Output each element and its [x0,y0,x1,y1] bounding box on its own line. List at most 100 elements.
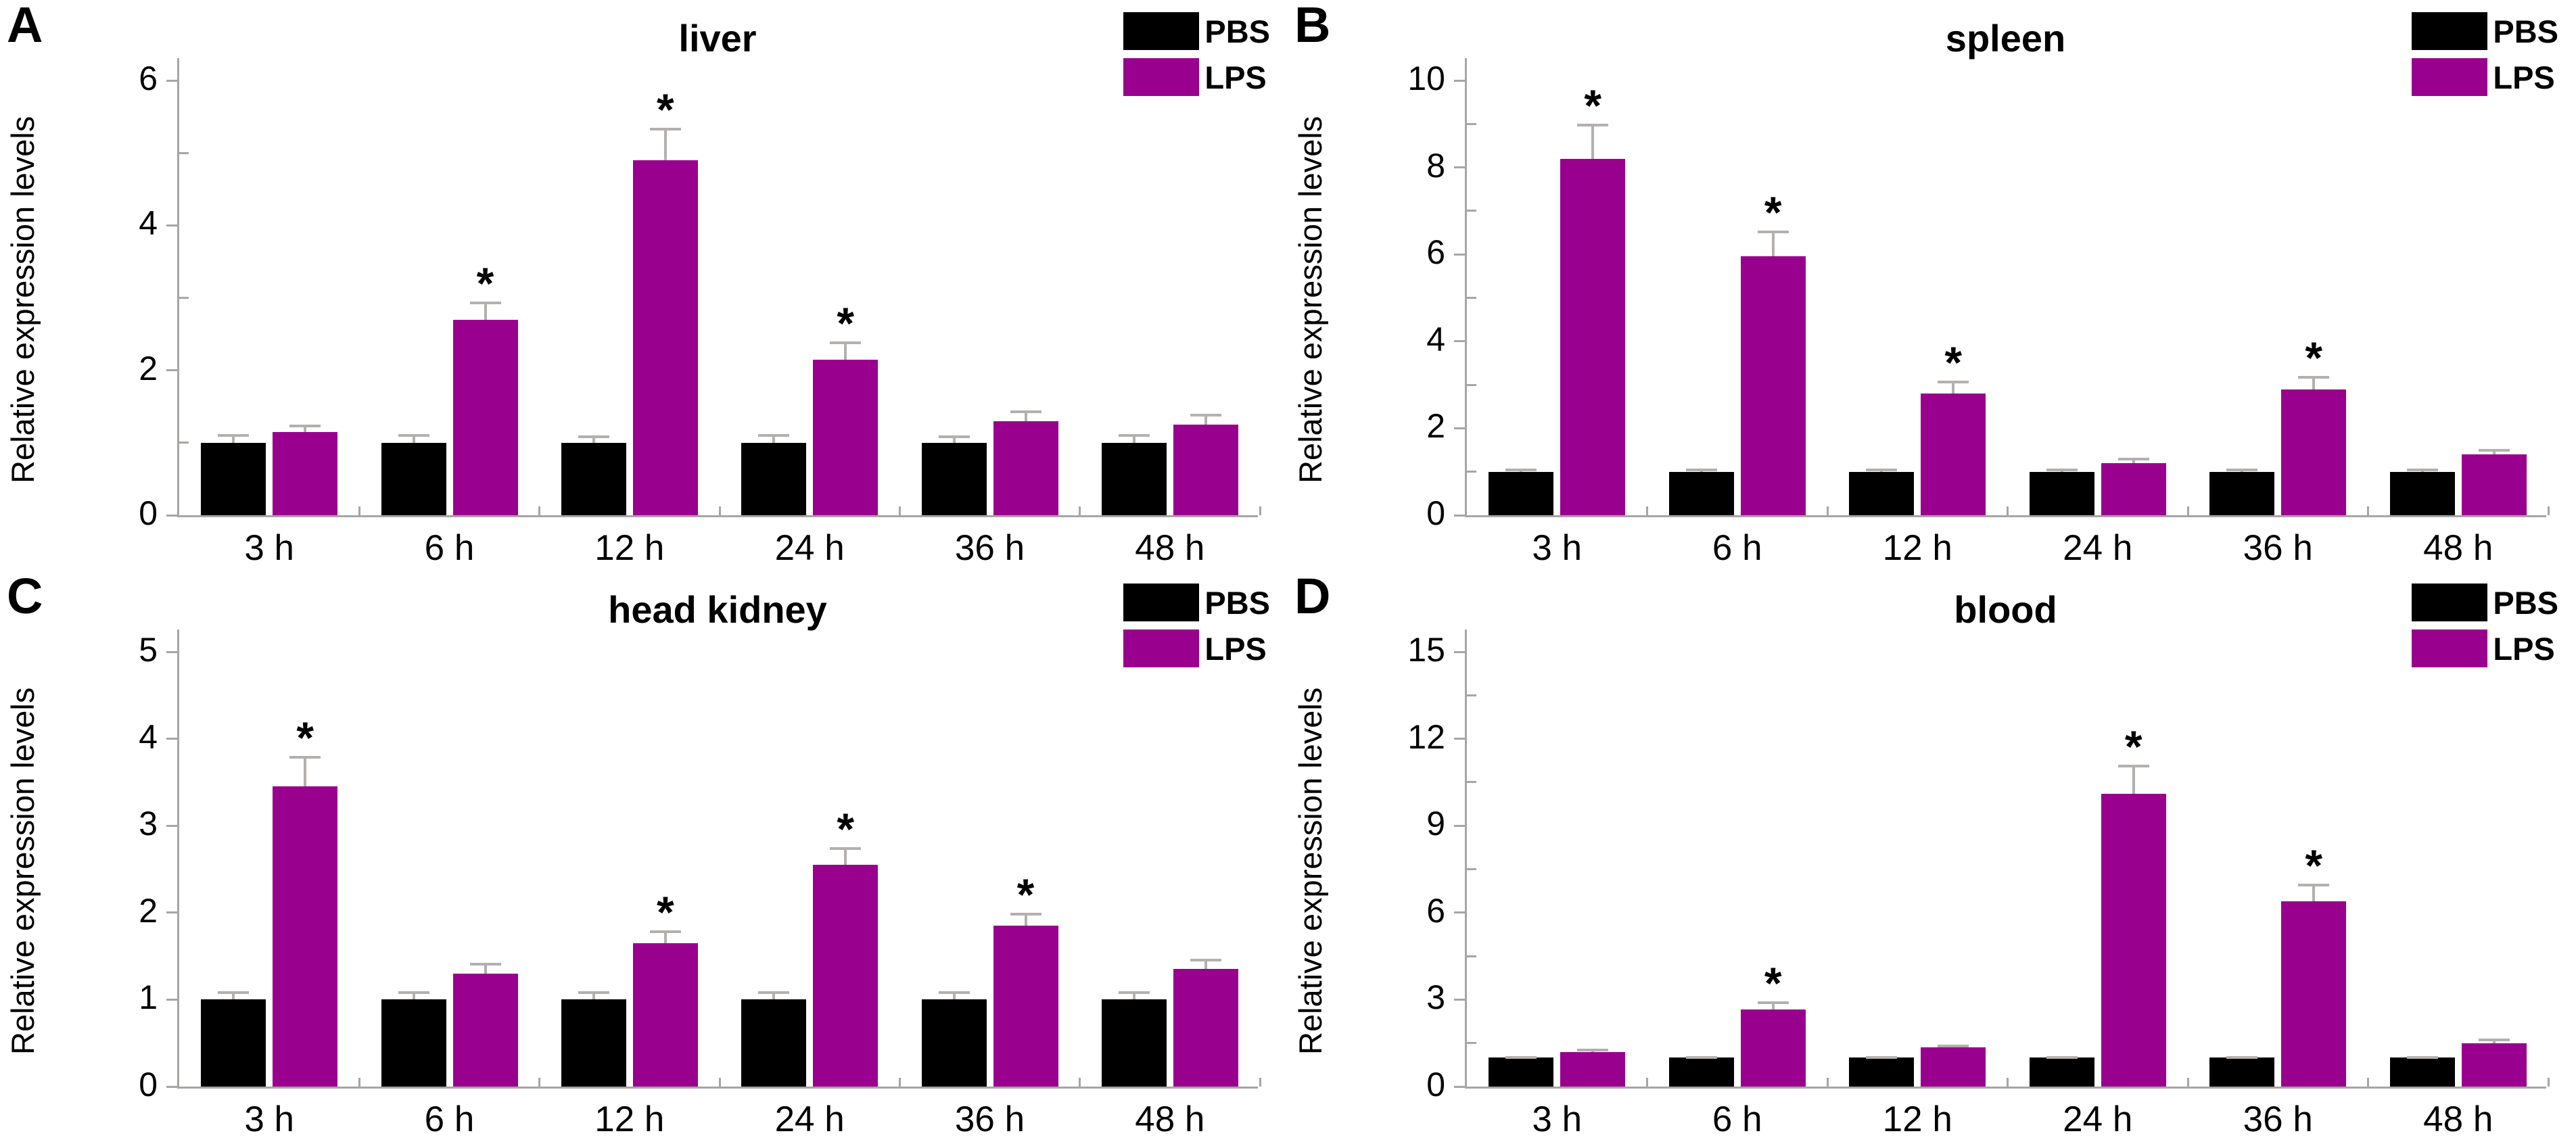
error-bar [1118,433,1150,443]
error-bar-cap [1010,912,1041,915]
x-tick-mark [2186,1078,2189,1087]
error-bar-cap [1866,1055,1898,1059]
error-bar-stem [1771,1001,1775,1010]
error-bar [578,435,609,443]
bar-lps-6h [452,973,518,1087]
bar-pbs-12h [561,442,626,515]
bar-pbs-12h [561,999,626,1087]
error-bar [2226,1055,2258,1059]
error-bar [289,756,321,787]
y-tick-mark [166,514,179,517]
error-bar-stem [772,991,776,1000]
pbs-swatch-icon [2412,12,2488,50]
error-bar-cap [2298,883,2330,886]
bar-lps-36h [2281,901,2347,1087]
y-tick-label: 12 [1407,717,1445,756]
error-bar-cap [1577,124,1609,127]
error-bar [2298,883,2330,901]
y-tick-mark [1454,79,1467,82]
bar-pbs-3h [1489,1057,1554,1087]
significance-asterisk: * [656,886,674,937]
error-bar-cap [398,991,429,994]
legend-item-lps: LPS [2412,629,2558,667]
error-bar-stem [2312,376,2316,389]
x-category-label: 3 h [244,528,294,568]
panel-letter: C [7,571,43,624]
y-tick-label: 6 [1426,233,1445,272]
error-bar-cap [469,301,501,304]
error-bar-stem [1132,991,1135,1000]
error-bar [289,425,321,432]
error-bar-stem [952,435,956,443]
chart-title: head kidney [608,588,827,631]
x-category-label: 24 h [2063,1099,2133,1139]
error-bar-cap [2406,1055,2438,1059]
y-tick-mark [1454,738,1467,740]
error-bar-cap [2117,765,2149,768]
legend-item-lps: LPS [1123,629,1270,667]
x-category-label: 6 h [1712,528,1762,568]
error-bar-cap [1190,958,1221,961]
significance-asterisk: * [837,804,854,855]
error-bar-stem [1132,433,1135,443]
x-tick-mark [538,506,541,515]
y-minor-tick-mark [1467,955,1476,957]
error-bar-stem [592,991,595,1000]
error-bar-cap [1685,1055,1717,1059]
bar-lps-24h [2101,794,2166,1087]
error-bar-cap [1505,1055,1537,1059]
error-bar [649,930,681,943]
panel-head-kidney: C head kidney Relative expression levels… [0,571,1288,1142]
error-bar [2478,1039,2510,1043]
error-bar [938,991,970,1000]
legend-item-pbs: PBS [2412,12,2558,50]
error-bar-stem [1771,230,1775,257]
x-category-label: 36 h [2243,1099,2313,1139]
error-bar [1010,912,1041,926]
x-category-label: 12 h [594,1099,665,1139]
panel-letter: D [1294,571,1331,624]
bar-pbs-24h [741,442,807,515]
bar-pbs-6h [381,442,446,515]
x-tick-mark [538,1078,541,1087]
x-tick-mark [718,1078,721,1087]
error-bar-stem [232,433,235,443]
error-bar-cap [1118,433,1150,437]
x-tick-mark [2547,1078,2550,1087]
y-tick-mark [1454,340,1467,343]
y-tick-label: 3 [1426,978,1445,1017]
y-tick-label: 4 [1426,320,1445,358]
error-bar-stem [1952,380,1955,394]
plot-area: 0 1 2 3 4 5 3 h * 6 h 12 h * 24 h * 36 h * 48 h [139,633,1261,1139]
x-category-label: 24 h [774,1099,845,1139]
legend-item-pbs: PBS [2412,584,2558,621]
significance-asterisk: * [656,84,674,135]
error-bar [1010,410,1041,421]
y-tick-mark [166,650,179,653]
error-bar [1505,1055,1537,1059]
x-category-label: 48 h [1135,528,1205,568]
y-minor-tick-mark [1467,694,1476,696]
error-bar-cap [830,341,862,344]
legend-label: LPS [2493,630,2555,667]
y-tick-mark [1454,998,1467,1001]
bar-lps-6h [1740,256,1806,515]
x-tick-mark [358,1078,360,1087]
x-category-label: 36 h [954,528,1025,568]
error-bar [469,301,501,320]
error-bar-stem [484,963,487,974]
bar-pbs-36h [921,442,987,515]
error-bar-cap [2226,1055,2258,1059]
error-bar [1757,1001,1789,1010]
panel-liver: A liver Relative expression levels PBS L… [0,0,1288,571]
bar-lps-24h [2101,462,2166,515]
x-category-label: 3 h [1532,528,1583,568]
legend-item-lps: LPS [1123,58,1270,96]
bar-lps-48h [1173,425,1238,515]
error-bar [938,435,970,443]
y-tick-label: 0 [139,494,158,532]
x-tick-mark [2186,506,2189,515]
bar-lps-3h [273,431,338,515]
error-bar [758,433,790,443]
x-tick-mark [2367,1078,2369,1087]
